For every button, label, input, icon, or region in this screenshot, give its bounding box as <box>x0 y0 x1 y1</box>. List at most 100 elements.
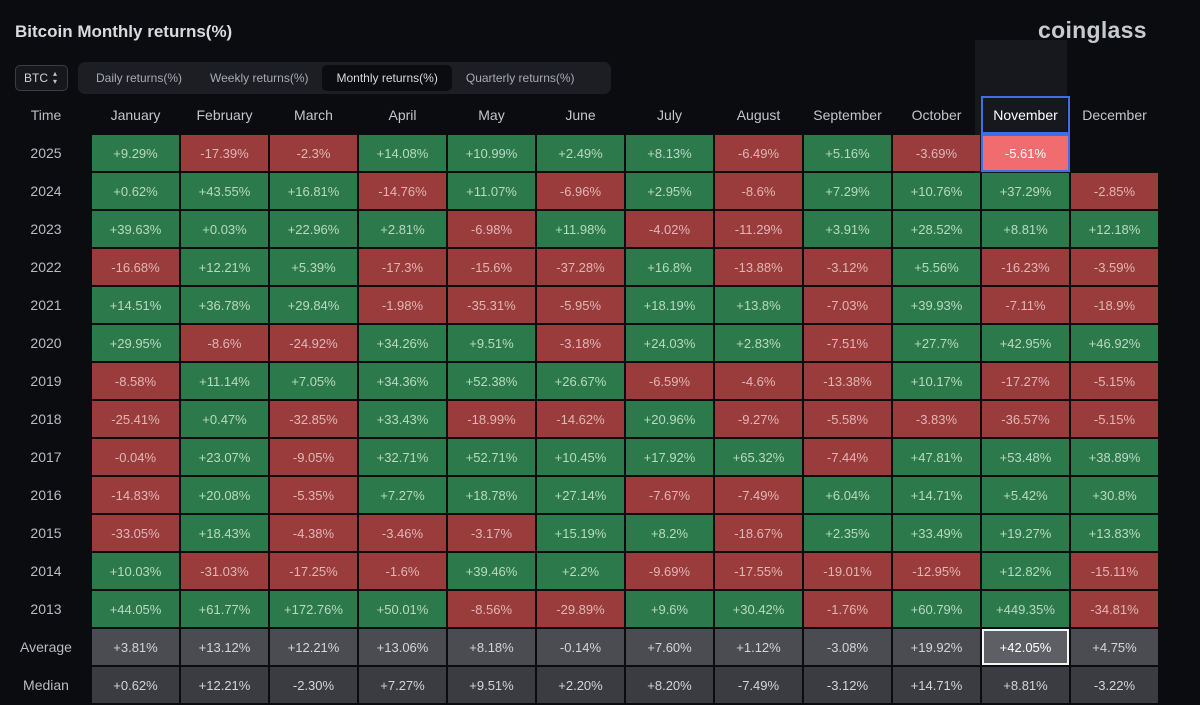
average-cell: +12.21% <box>270 629 357 665</box>
table-row: 2025 +9.29% -17.39% -2.3% +14.08% +10.99% +2.4… <box>2 134 1158 172</box>
median-cell: +0.62% <box>92 667 179 703</box>
return-cell: -1.6% <box>359 553 446 589</box>
tab-weekly-returns[interactable]: Weekly returns(%) <box>210 71 309 85</box>
return-cell: -14.83% <box>92 477 179 513</box>
return-cell: -34.81% <box>1071 591 1158 627</box>
year-label: 2013 <box>30 601 62 617</box>
average-cell: +8.18% <box>448 629 535 665</box>
return-cell: +0.03% <box>181 211 268 247</box>
return-cell: +10.03% <box>92 553 179 589</box>
return-cell: -13.88% <box>715 249 802 285</box>
return-cell: -15.6% <box>448 249 535 285</box>
return-cell: +11.98% <box>537 211 624 247</box>
return-cell: -16.23% <box>982 249 1069 285</box>
year-label: 2024 <box>30 183 62 199</box>
return-cell: +34.36% <box>359 363 446 399</box>
return-cell: +7.29% <box>804 173 891 209</box>
return-cell: +18.19% <box>626 287 713 323</box>
return-cell: -6.98% <box>448 211 535 247</box>
median-cell: -3.22% <box>1071 667 1158 703</box>
return-cell: +5.16% <box>804 135 891 171</box>
median-cell: +7.27% <box>359 667 446 703</box>
return-cell: -9.69% <box>626 553 713 589</box>
return-cell: +44.05% <box>92 591 179 627</box>
return-cell: +9.51% <box>448 325 535 361</box>
symbol-select[interactable]: BTC ▴ ▾ <box>15 65 68 91</box>
return-cell: -2.3% <box>270 135 357 171</box>
return-cell: +8.2% <box>626 515 713 551</box>
time-column-header: Time <box>30 107 62 123</box>
month-header-december: December <box>1082 107 1147 123</box>
return-cell: -5.15% <box>1071 401 1158 437</box>
return-cell: +2.49% <box>537 135 624 171</box>
year-label: 2018 <box>30 411 62 427</box>
return-cell: +33.43% <box>359 401 446 437</box>
return-cell: +18.78% <box>448 477 535 513</box>
table-row: 2021 +14.51% +36.78% +29.84% -1.98% -35.31% -5… <box>2 287 1158 323</box>
return-cell: -3.12% <box>804 249 891 285</box>
year-label: 2016 <box>30 487 62 503</box>
return-cell: -11.29% <box>715 211 802 247</box>
tab-daily-returns[interactable]: Daily returns(%) <box>96 71 183 85</box>
median-cell: -7.49% <box>715 667 802 703</box>
return-cell: +13.83% <box>1071 515 1158 551</box>
return-cell: -17.25% <box>270 553 357 589</box>
return-cell: +39.93% <box>893 287 980 323</box>
return-cell: +7.05% <box>270 363 357 399</box>
year-label: 2019 <box>30 373 62 389</box>
return-cell: -4.38% <box>270 515 357 551</box>
return-cell: -7.49% <box>715 477 802 513</box>
return-cell: +10.45% <box>537 439 624 475</box>
table-row: 2024 +0.62% +43.55% +16.81% -14.76% +11.07% -6… <box>2 173 1158 209</box>
median-cell: +9.51% <box>448 667 535 703</box>
return-cell: +27.14% <box>537 477 624 513</box>
month-header-april: April <box>388 107 417 123</box>
return-cell: +39.46% <box>448 553 535 589</box>
return-cell: -5.58% <box>804 401 891 437</box>
return-cell: -8.6% <box>181 325 268 361</box>
table-row: 2013 +44.05% +61.77% +172.76% +50.01% -8.56% -… <box>2 591 1158 627</box>
return-cell: -8.6% <box>715 173 802 209</box>
return-cell: +2.95% <box>626 173 713 209</box>
return-cell: +10.76% <box>893 173 980 209</box>
tab-monthly-returns[interactable]: Monthly returns(%) <box>322 65 452 91</box>
month-header-july: July <box>657 107 682 123</box>
return-cell: -17.3% <box>359 249 446 285</box>
return-cell: +2.35% <box>804 515 891 551</box>
average-cell: +7.60% <box>626 629 713 665</box>
return-cell: +23.07% <box>181 439 268 475</box>
return-cell: +47.81% <box>893 439 980 475</box>
return-cell: +449.35% <box>982 591 1069 627</box>
return-cell: +11.07% <box>448 173 535 209</box>
return-cell: +37.29% <box>982 173 1069 209</box>
table-row: 2019 -8.58% +11.14% +7.05% +34.36% +52.38% +26… <box>2 363 1158 399</box>
month-header-october: October <box>911 107 962 123</box>
return-cell: +22.96% <box>270 211 357 247</box>
month-header-february: February <box>196 107 253 123</box>
return-cell: -6.59% <box>626 363 713 399</box>
return-cell: +26.67% <box>537 363 624 399</box>
average-row: Average +3.81% +13.12% +12.21% +13.06% +8.18%… <box>2 629 1158 665</box>
return-cell: +53.48% <box>982 439 1069 475</box>
tab-quarterly-returns[interactable]: Quarterly returns(%) <box>465 71 575 85</box>
average-cell: -0.14% <box>537 629 624 665</box>
return-cell: -15.11% <box>1071 553 1158 589</box>
return-cell: +172.76% <box>270 591 357 627</box>
return-cell: -6.49% <box>715 135 802 171</box>
return-cell: -14.62% <box>537 401 624 437</box>
return-cell: +50.01% <box>359 591 446 627</box>
return-cell: +8.81% <box>982 211 1069 247</box>
return-cell: +10.99% <box>448 135 535 171</box>
return-cell: -16.68% <box>92 249 179 285</box>
return-cell: -0.04% <box>92 439 179 475</box>
return-cell: +18.43% <box>181 515 268 551</box>
return-cell: -5.95% <box>537 287 624 323</box>
return-cell: +2.83% <box>715 325 802 361</box>
return-cell: +12.82% <box>982 553 1069 589</box>
month-header-may: May <box>478 107 505 123</box>
median-cell: -3.12% <box>804 667 891 703</box>
return-cell: +30.8% <box>1071 477 1158 513</box>
return-cell: +0.47% <box>181 401 268 437</box>
return-cell: -17.27% <box>982 363 1069 399</box>
return-cell: -3.46% <box>359 515 446 551</box>
